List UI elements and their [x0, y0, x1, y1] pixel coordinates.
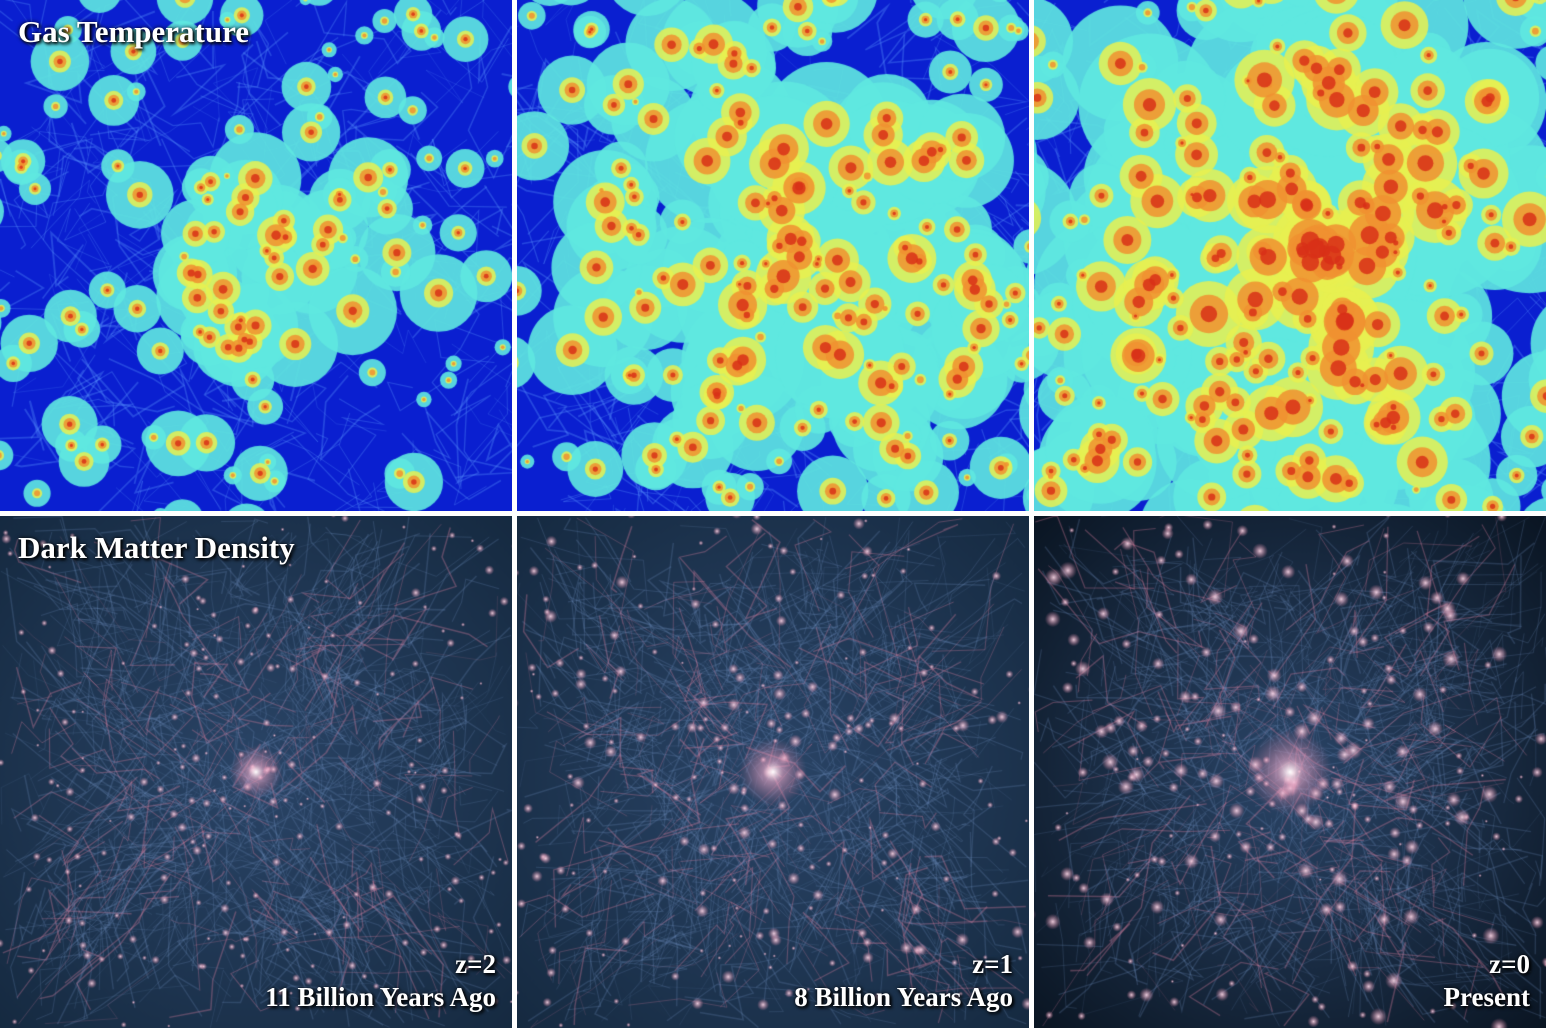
gas-temperature-panel-z2: Gas Temperature — [0, 0, 512, 511]
dark-matter-panel-z2: Dark Matter Density z=2 11 Billion Years… — [0, 516, 512, 1028]
gas-temperature-map — [517, 0, 1029, 511]
redshift-label: z=0 — [1489, 949, 1530, 979]
redshift-label: z=2 — [455, 949, 496, 979]
gas-temperature-panel-z0 — [1034, 0, 1546, 511]
row-label-gas-temperature: Gas Temperature — [18, 14, 250, 49]
time-label: Present — [1443, 982, 1530, 1012]
dark-matter-density-map — [1034, 516, 1546, 1028]
dark-matter-panel-z0: z=0 Present — [1034, 516, 1546, 1028]
gas-temperature-map — [0, 0, 512, 511]
dark-matter-density-map — [517, 516, 1029, 1028]
gas-temperature-map — [1034, 0, 1546, 511]
epoch-label-z1: z=1 8 Billion Years Ago — [794, 948, 1013, 1014]
time-label: 8 Billion Years Ago — [794, 982, 1013, 1012]
dark-matter-panel-z1: z=1 8 Billion Years Ago — [517, 516, 1029, 1028]
time-label: 11 Billion Years Ago — [265, 982, 496, 1012]
epoch-label-z0: z=0 Present — [1444, 948, 1530, 1014]
row-label-dark-matter-density: Dark Matter Density — [18, 530, 295, 565]
epoch-label-z2: z=2 11 Billion Years Ago — [265, 948, 496, 1014]
dark-matter-density-map — [0, 516, 512, 1028]
redshift-label: z=1 — [972, 949, 1013, 979]
gas-temperature-panel-z1 — [517, 0, 1029, 511]
